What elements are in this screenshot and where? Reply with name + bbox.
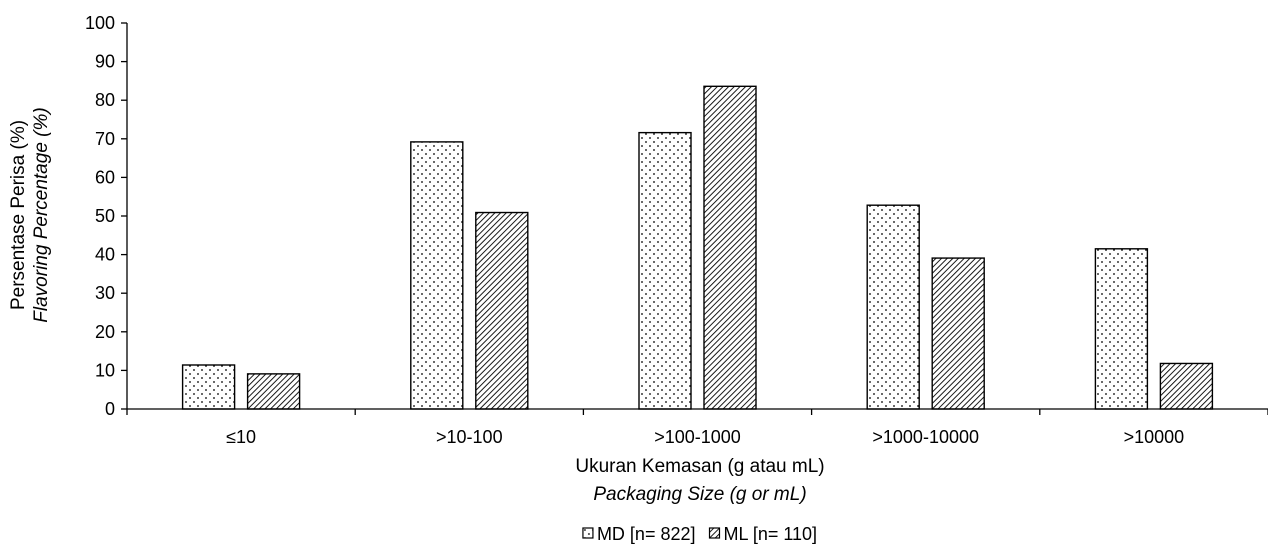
x-tick-label: >10000: [1124, 427, 1185, 447]
y-axis-label: Persentase Perisa (%): [8, 120, 29, 310]
y-tick-label: 60: [95, 167, 115, 187]
y-tick-label: 30: [95, 283, 115, 303]
y-axis-title: Persentase Perisa (%) Flavoring Percenta…: [8, 107, 52, 322]
x-axis-label: Ukuran Kemasan (g atau mL): [575, 456, 824, 477]
y-tick-label: 80: [95, 90, 115, 110]
y-tick-label: 90: [95, 52, 115, 72]
legend: MD [n= 822] ML [n= 110]: [582, 524, 818, 544]
legend-swatch: [708, 527, 721, 539]
legend-swatch: [582, 527, 594, 539]
y-tick-label: 50: [95, 206, 115, 226]
x-axis-label-secondary: Packaging Size (g or mL): [593, 484, 806, 505]
legend-item: MD [n= 822]: [582, 524, 696, 544]
y-axis-label-secondary: Flavoring Percentage (%): [31, 107, 52, 322]
legend-label: MD [n= 822]: [597, 524, 696, 544]
y-tick-label: 20: [95, 322, 115, 342]
bar-ml: [931, 257, 985, 410]
legend-item: ML [n= 110]: [708, 524, 818, 544]
y-tick-label: 10: [95, 360, 115, 380]
bar-md: [410, 141, 464, 410]
legend-label: ML [n= 110]: [724, 524, 818, 544]
bar-ml: [246, 373, 301, 410]
bar-md: [181, 364, 236, 410]
y-tick-label: 100: [85, 13, 115, 33]
x-tick-label: ≤10: [226, 427, 256, 447]
y-tick-label: 0: [105, 399, 115, 419]
x-tick-label: >100-1000: [654, 427, 741, 447]
x-tick-label: >10-100: [436, 427, 503, 447]
bar-ml: [1159, 362, 1214, 410]
bar-ml: [703, 85, 757, 410]
y-tick-label: 40: [95, 245, 115, 265]
bar-md: [1094, 248, 1149, 410]
bar-md: [866, 204, 920, 410]
bar-ml: [475, 211, 529, 410]
bar-md: [638, 131, 692, 410]
x-axis-title: Ukuran Kemasan (g atau mL) Packaging Siz…: [575, 456, 824, 505]
x-tick-label: >1000-10000: [872, 427, 979, 447]
y-tick-label: 70: [95, 129, 115, 149]
